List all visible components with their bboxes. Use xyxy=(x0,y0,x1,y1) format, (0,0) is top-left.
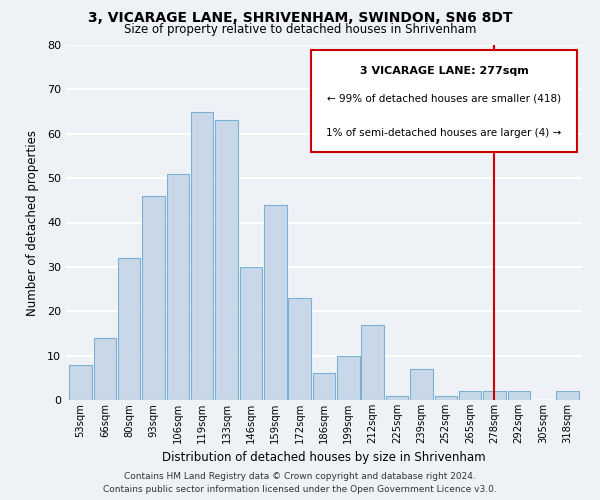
Bar xyxy=(337,356,359,400)
Bar xyxy=(313,374,335,400)
Text: Contains HM Land Registry data © Crown copyright and database right 2024.
Contai: Contains HM Land Registry data © Crown c… xyxy=(103,472,497,494)
Bar xyxy=(386,396,408,400)
Text: 1% of semi-detached houses are larger (4) →: 1% of semi-detached houses are larger (4… xyxy=(326,128,562,138)
Bar xyxy=(118,258,140,400)
Bar xyxy=(289,298,311,400)
Bar xyxy=(240,267,262,400)
Bar xyxy=(434,396,457,400)
Bar xyxy=(215,120,238,400)
Bar xyxy=(191,112,214,400)
Bar xyxy=(361,324,384,400)
X-axis label: Distribution of detached houses by size in Shrivenham: Distribution of detached houses by size … xyxy=(162,452,486,464)
Bar xyxy=(556,391,578,400)
Text: 3, VICARAGE LANE, SHRIVENHAM, SWINDON, SN6 8DT: 3, VICARAGE LANE, SHRIVENHAM, SWINDON, S… xyxy=(88,11,512,25)
Bar xyxy=(483,391,506,400)
Bar xyxy=(94,338,116,400)
Text: 3 VICARAGE LANE: 277sqm: 3 VICARAGE LANE: 277sqm xyxy=(359,66,529,76)
Y-axis label: Number of detached properties: Number of detached properties xyxy=(26,130,38,316)
FancyBboxPatch shape xyxy=(311,50,577,152)
Bar xyxy=(142,196,165,400)
Bar xyxy=(70,364,92,400)
Bar xyxy=(410,369,433,400)
Text: Size of property relative to detached houses in Shrivenham: Size of property relative to detached ho… xyxy=(124,22,476,36)
Bar xyxy=(459,391,481,400)
Text: ← 99% of detached houses are smaller (418): ← 99% of detached houses are smaller (41… xyxy=(327,94,561,104)
Bar xyxy=(167,174,189,400)
Bar xyxy=(508,391,530,400)
Bar xyxy=(264,205,287,400)
